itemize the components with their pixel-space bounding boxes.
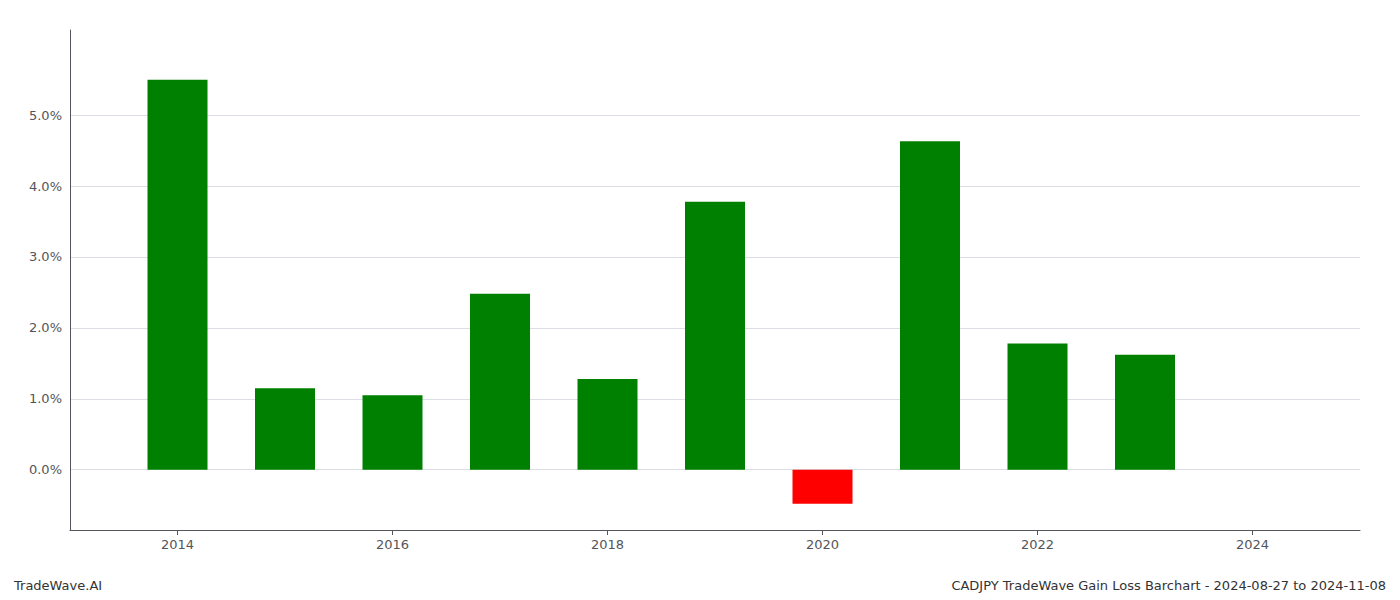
svg-text:0.0%: 0.0% [29, 462, 62, 477]
svg-text:2020: 2020 [806, 537, 839, 552]
svg-text:2016: 2016 [376, 537, 409, 552]
svg-text:3.0%: 3.0% [29, 249, 62, 264]
svg-text:2024: 2024 [1236, 537, 1269, 552]
svg-text:CADJPY TradeWave Gain Loss Bar: CADJPY TradeWave Gain Loss Barchart - 20… [951, 578, 1386, 593]
svg-text:TradeWave.AI: TradeWave.AI [13, 578, 102, 593]
svg-text:2022: 2022 [1021, 537, 1054, 552]
svg-text:2.0%: 2.0% [29, 320, 62, 335]
svg-text:5.0%: 5.0% [29, 108, 62, 123]
svg-text:2018: 2018 [591, 537, 624, 552]
svg-text:4.0%: 4.0% [29, 179, 62, 194]
svg-text:2014: 2014 [161, 537, 194, 552]
svg-text:1.0%: 1.0% [29, 391, 62, 406]
